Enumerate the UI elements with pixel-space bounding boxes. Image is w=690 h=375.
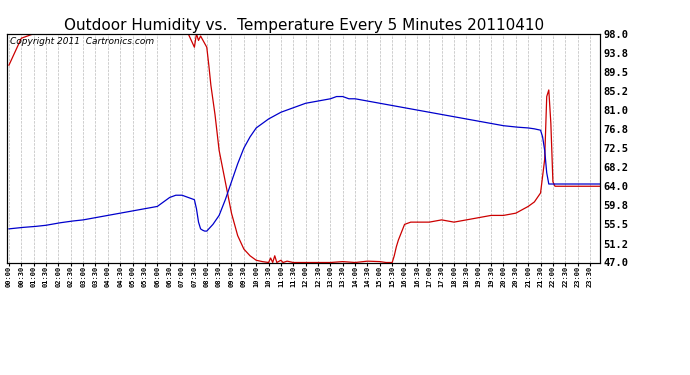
Text: Copyright 2011  Cartronics.com: Copyright 2011 Cartronics.com (10, 37, 154, 46)
Title: Outdoor Humidity vs.  Temperature Every 5 Minutes 20110410: Outdoor Humidity vs. Temperature Every 5… (63, 18, 544, 33)
